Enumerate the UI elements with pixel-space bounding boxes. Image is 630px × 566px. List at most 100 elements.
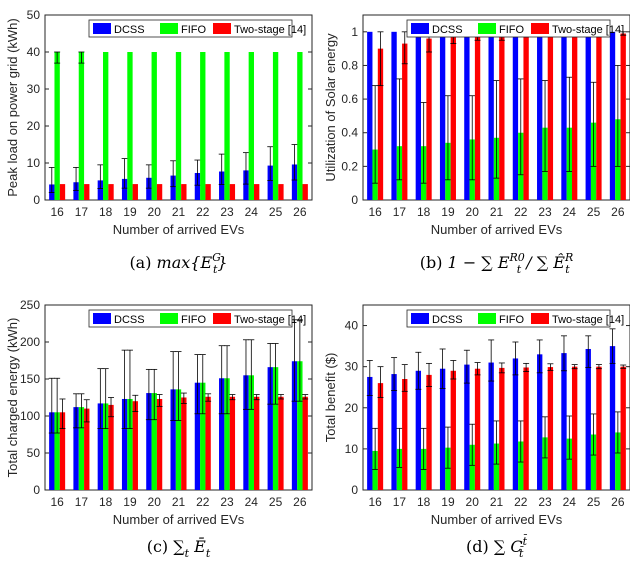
bar (248, 52, 254, 200)
bar (194, 172, 201, 200)
bar (170, 175, 176, 200)
bar (200, 52, 206, 200)
y-tick-label: 0 (33, 483, 40, 497)
bar (450, 36, 456, 201)
legend-swatch (160, 313, 178, 324)
bar (224, 378, 230, 490)
legend-swatch (213, 313, 231, 324)
y-tick-label: 10 (345, 442, 359, 456)
bar (267, 165, 273, 200)
bar (54, 52, 60, 200)
legend-box (88, 309, 293, 328)
bar (108, 404, 114, 490)
bar (170, 389, 176, 490)
y-tick-label: 40 (345, 319, 359, 333)
bar (493, 443, 500, 490)
x-tick-label: 19 (441, 495, 455, 509)
bar (439, 368, 446, 490)
legend-label: Two-stage [14] (552, 314, 624, 326)
bar (585, 348, 591, 490)
legend: DCSS FIFO Two-stage [14] (406, 19, 624, 38)
x-tick-label: 18 (417, 495, 431, 509)
y-tick-label: 20 (27, 119, 41, 133)
bar (121, 178, 128, 200)
bar (291, 361, 298, 490)
bar (151, 52, 157, 200)
bar (512, 358, 519, 490)
bar (464, 364, 470, 490)
bar (132, 401, 138, 490)
bar (175, 52, 182, 200)
x-tick-label: 24 (563, 495, 577, 509)
bar (571, 33, 578, 200)
x-tick-label: 23 (538, 205, 552, 219)
y-axis-label: Total charged energy (kWh) (5, 318, 20, 478)
bar (426, 374, 432, 490)
legend-swatch (93, 23, 111, 34)
x-tick-label: 21 (172, 205, 186, 219)
y-tick-label: 40 (27, 45, 41, 59)
bar (469, 444, 475, 490)
bar (523, 367, 529, 490)
bar (49, 412, 55, 490)
bar (590, 434, 597, 490)
bar (175, 389, 182, 490)
x-tick-label: 22 (514, 205, 528, 219)
chart-panel-b: 0 0.2 0.4 0.6 0.8 1 16 17 18 19 20 21 22 23 24 25 26 Numb… (323, 14, 630, 276)
y-tick-label: 250 (20, 298, 40, 312)
x-tick-label: 24 (245, 205, 259, 219)
bar (547, 33, 554, 200)
y-tick-label: 30 (27, 82, 41, 96)
x-tick-label: 21 (490, 495, 504, 509)
bar (571, 366, 578, 490)
caption-part: (a) (129, 253, 156, 272)
caption-part: (d) (466, 537, 494, 556)
legend-swatch (478, 23, 496, 34)
bar (561, 353, 567, 490)
bar (609, 31, 616, 201)
bar (146, 393, 152, 490)
y-tick-label: 200 (20, 335, 40, 349)
x-tick-label: 26 (293, 205, 307, 219)
bar (402, 379, 408, 490)
caption-part: ∑ (173, 537, 185, 556)
bar (103, 52, 109, 200)
bar (229, 184, 236, 200)
figure-caption: (a) max{EG t} (129, 251, 227, 276)
bar (73, 182, 79, 200)
bar (297, 52, 303, 200)
x-tick-label: 23 (538, 495, 552, 509)
bar (372, 450, 378, 490)
y-tick-label: 150 (20, 372, 40, 386)
bar (499, 367, 505, 490)
bar (205, 396, 211, 490)
legend-box (406, 19, 611, 38)
bar (248, 375, 254, 490)
x-axis-label: Number of arrived EVs (431, 222, 563, 237)
bar (561, 31, 567, 201)
x-tick-label: 25 (587, 495, 601, 509)
caption-part: max{E (157, 253, 213, 272)
caption-part: 1 − ∑ E (448, 253, 510, 272)
bar (253, 184, 260, 200)
y-tick-label: 1 (351, 25, 358, 39)
caption-part: (b) (420, 253, 448, 272)
caption-part: / ∑ Ê (521, 252, 565, 272)
legend-label: Two-stage [14] (552, 24, 624, 36)
bar (297, 361, 303, 490)
bar (253, 396, 260, 490)
x-tick-label: 21 (490, 205, 504, 219)
x-tick-label: 20 (148, 495, 162, 509)
bar (439, 31, 446, 201)
bar (156, 398, 163, 490)
bar (200, 382, 206, 490)
chart-panel-d: 0 10 20 30 40 16 17 18 19 20 21 22 23 24 25 26 Number of… (323, 304, 630, 560)
y-tick-label: 0 (33, 193, 40, 207)
bar (84, 184, 90, 200)
y-tick-label: 0 (351, 193, 358, 207)
bar (278, 396, 284, 490)
bar (391, 374, 397, 490)
bar (54, 412, 60, 490)
bar (108, 184, 114, 200)
bar (377, 48, 384, 200)
